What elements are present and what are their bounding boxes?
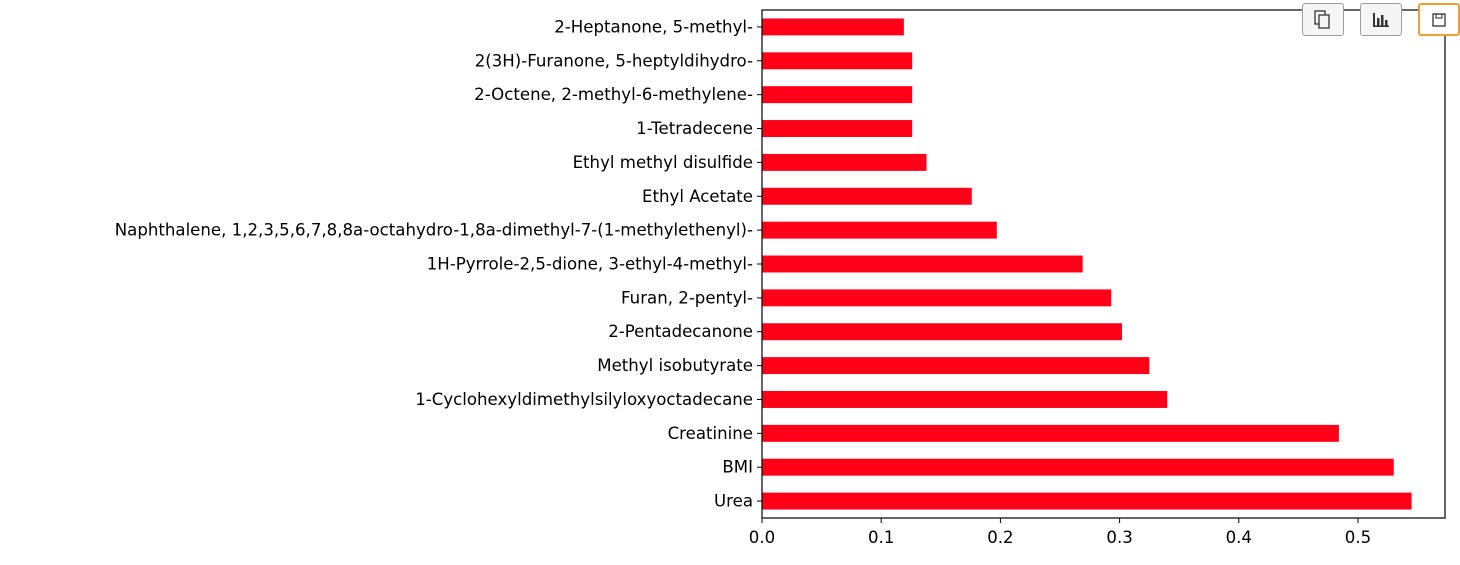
bar xyxy=(762,357,1150,375)
bar xyxy=(762,86,913,104)
copy-button[interactable] xyxy=(1302,3,1344,36)
y-tick-label: Ethyl methyl disulfide xyxy=(573,153,753,172)
y-tick-label: 2(3H)-Furanone, 5-heptyldihydro- xyxy=(475,51,753,70)
y-tick-label: Ethyl Acetate xyxy=(642,187,753,206)
y-tick-label: Creatinine xyxy=(668,424,753,443)
save-button[interactable] xyxy=(1418,3,1460,36)
y-tick-label: Furan, 2-pentyl- xyxy=(621,288,753,307)
bar-chart-icon xyxy=(1373,12,1389,27)
y-tick-label: 2-Octene, 2-methyl-6-methylene- xyxy=(474,85,753,104)
y-tick-label: Methyl isobutyrate xyxy=(597,356,753,375)
x-tick-label: 0.5 xyxy=(1345,528,1371,547)
x-tick-label: 0.0 xyxy=(749,528,775,547)
y-tick-label: 2-Pentadecanone xyxy=(608,322,753,341)
bar xyxy=(762,458,1394,476)
bar xyxy=(762,52,913,70)
bar xyxy=(762,289,1112,307)
x-tick-label: 0.4 xyxy=(1226,528,1252,547)
y-tick-label: 1H-Pyrrole-2,5-dione, 3-ethyl-4-methyl- xyxy=(427,255,753,274)
y-tick-label: 1-Tetradecene xyxy=(636,119,753,138)
bar xyxy=(762,187,972,205)
plot-frame xyxy=(761,9,1446,519)
y-tick-label: Naphthalene, 1,2,3,5,6,7,8,8a-octahydro-… xyxy=(115,221,753,240)
x-tick-label: 0.1 xyxy=(868,528,894,547)
bar xyxy=(762,255,1083,273)
bar xyxy=(762,120,913,137)
bars-group xyxy=(762,18,1412,510)
bar xyxy=(762,323,1122,341)
y-tick-labels: 2-Heptanone, 5-methyl- 2(3H)-Furanone, 5-… xyxy=(115,17,762,511)
bar xyxy=(762,424,1339,442)
bar xyxy=(762,492,1412,510)
x-tick-label: 0.3 xyxy=(1106,528,1132,547)
y-tick-label: 1-Cyclohexyldimethylsilyloxyoctadecane xyxy=(415,390,753,409)
bar xyxy=(762,153,927,171)
y-tick-label: 2-Heptanone, 5-methyl- xyxy=(554,17,753,36)
y-tick-label: BMI xyxy=(722,458,753,477)
bar xyxy=(762,18,904,36)
bar xyxy=(762,391,1168,408)
x-axis: 0.0 0.1 0.2 0.3 0.4 0.5 xyxy=(749,518,1371,547)
save-icon xyxy=(1432,12,1446,27)
y-tick-label: Urea xyxy=(714,492,753,511)
chart-button[interactable] xyxy=(1360,3,1402,36)
bar xyxy=(762,221,997,239)
copy-icon xyxy=(1314,9,1330,29)
x-tick-label: 0.2 xyxy=(987,528,1013,547)
